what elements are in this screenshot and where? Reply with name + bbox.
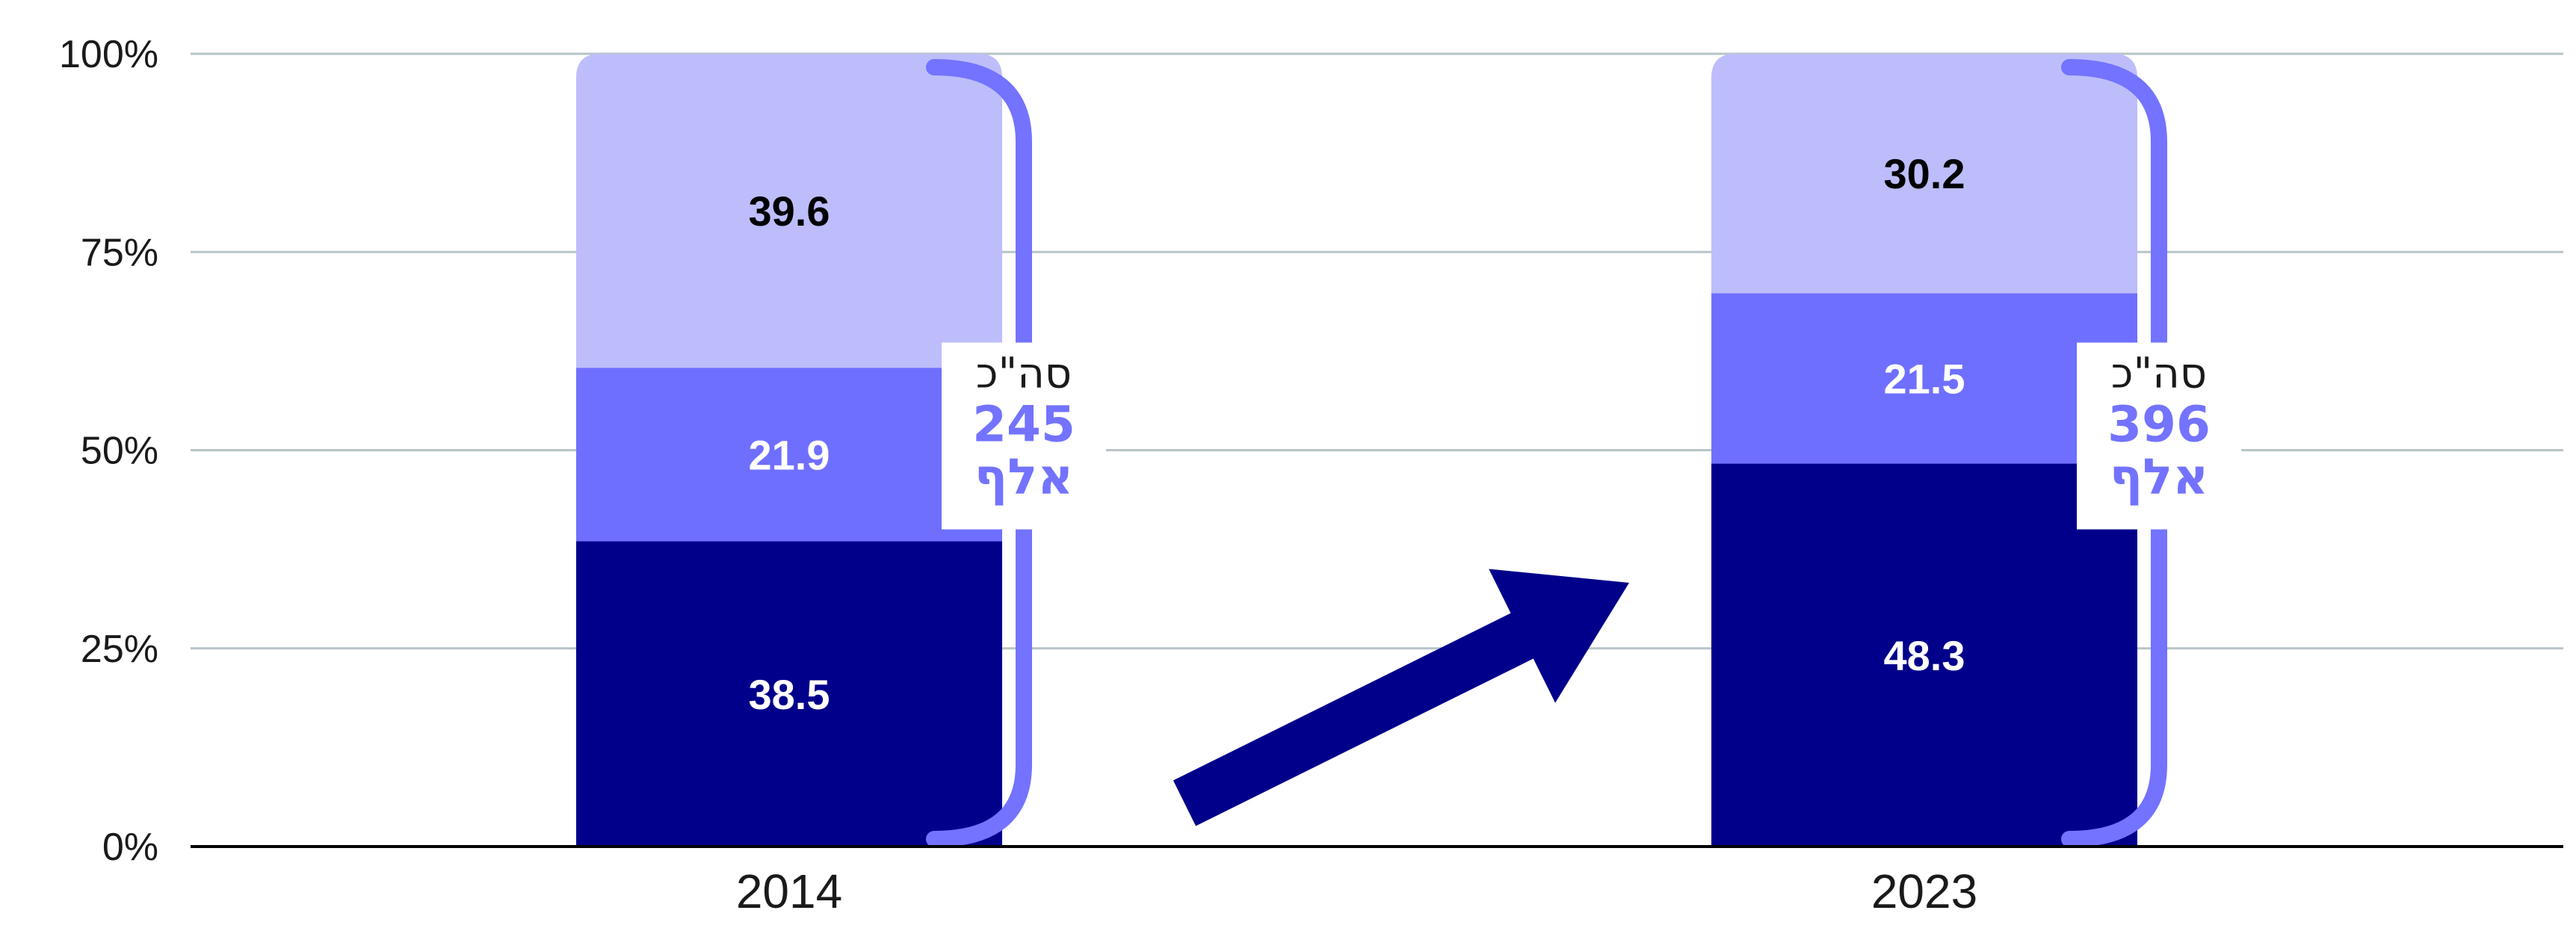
bar-segment (1711, 54, 2137, 294)
y-tick-label: 0% (102, 826, 158, 869)
bar-segment-value-label: 39.6 (749, 188, 830, 235)
y-tick-label: 25% (81, 628, 158, 671)
bar-segment-value-label: 30.2 (1884, 150, 1965, 197)
total-text-background (2077, 342, 2241, 530)
y-axis-tick-labels: 0% 25% 50% 75% 100% (59, 33, 158, 869)
bar-segment (576, 368, 1002, 542)
x-category-label: 2023 (1871, 864, 1977, 918)
total-unit: אלף (975, 448, 1074, 506)
bar-segment-value-label: 38.5 (749, 671, 830, 718)
total-unit: אלף (2110, 448, 2209, 506)
x-axis-category-labels: 2014 2023 (736, 864, 1977, 918)
total-value: 245 (972, 396, 1075, 454)
bars: 38.5 21.9 39.6 48.3 21.5 30.2 (576, 54, 2137, 847)
bar-segment (576, 54, 1002, 368)
x-category-label: 2014 (736, 864, 842, 918)
y-tick-label: 100% (59, 33, 158, 76)
bar-segment-value-label: 21.9 (749, 431, 830, 478)
bar-segment-value-label: 21.5 (1884, 355, 1965, 402)
total-text-background (942, 342, 1106, 530)
bar-segment (576, 541, 1002, 847)
y-tick-label: 50% (81, 430, 158, 473)
total-value: 396 (2107, 396, 2211, 454)
bar-segment (1711, 293, 2137, 464)
total-caption: סה"כ (2111, 350, 2207, 398)
growth-arrow-icon (1173, 569, 1629, 826)
bar-segment-value-label: 48.3 (1884, 632, 1965, 679)
growth-arrow (1173, 569, 1629, 826)
y-tick-label: 75% (81, 231, 158, 274)
bar-segment (1711, 463, 2137, 847)
total-caption: סה"כ (976, 350, 1072, 398)
